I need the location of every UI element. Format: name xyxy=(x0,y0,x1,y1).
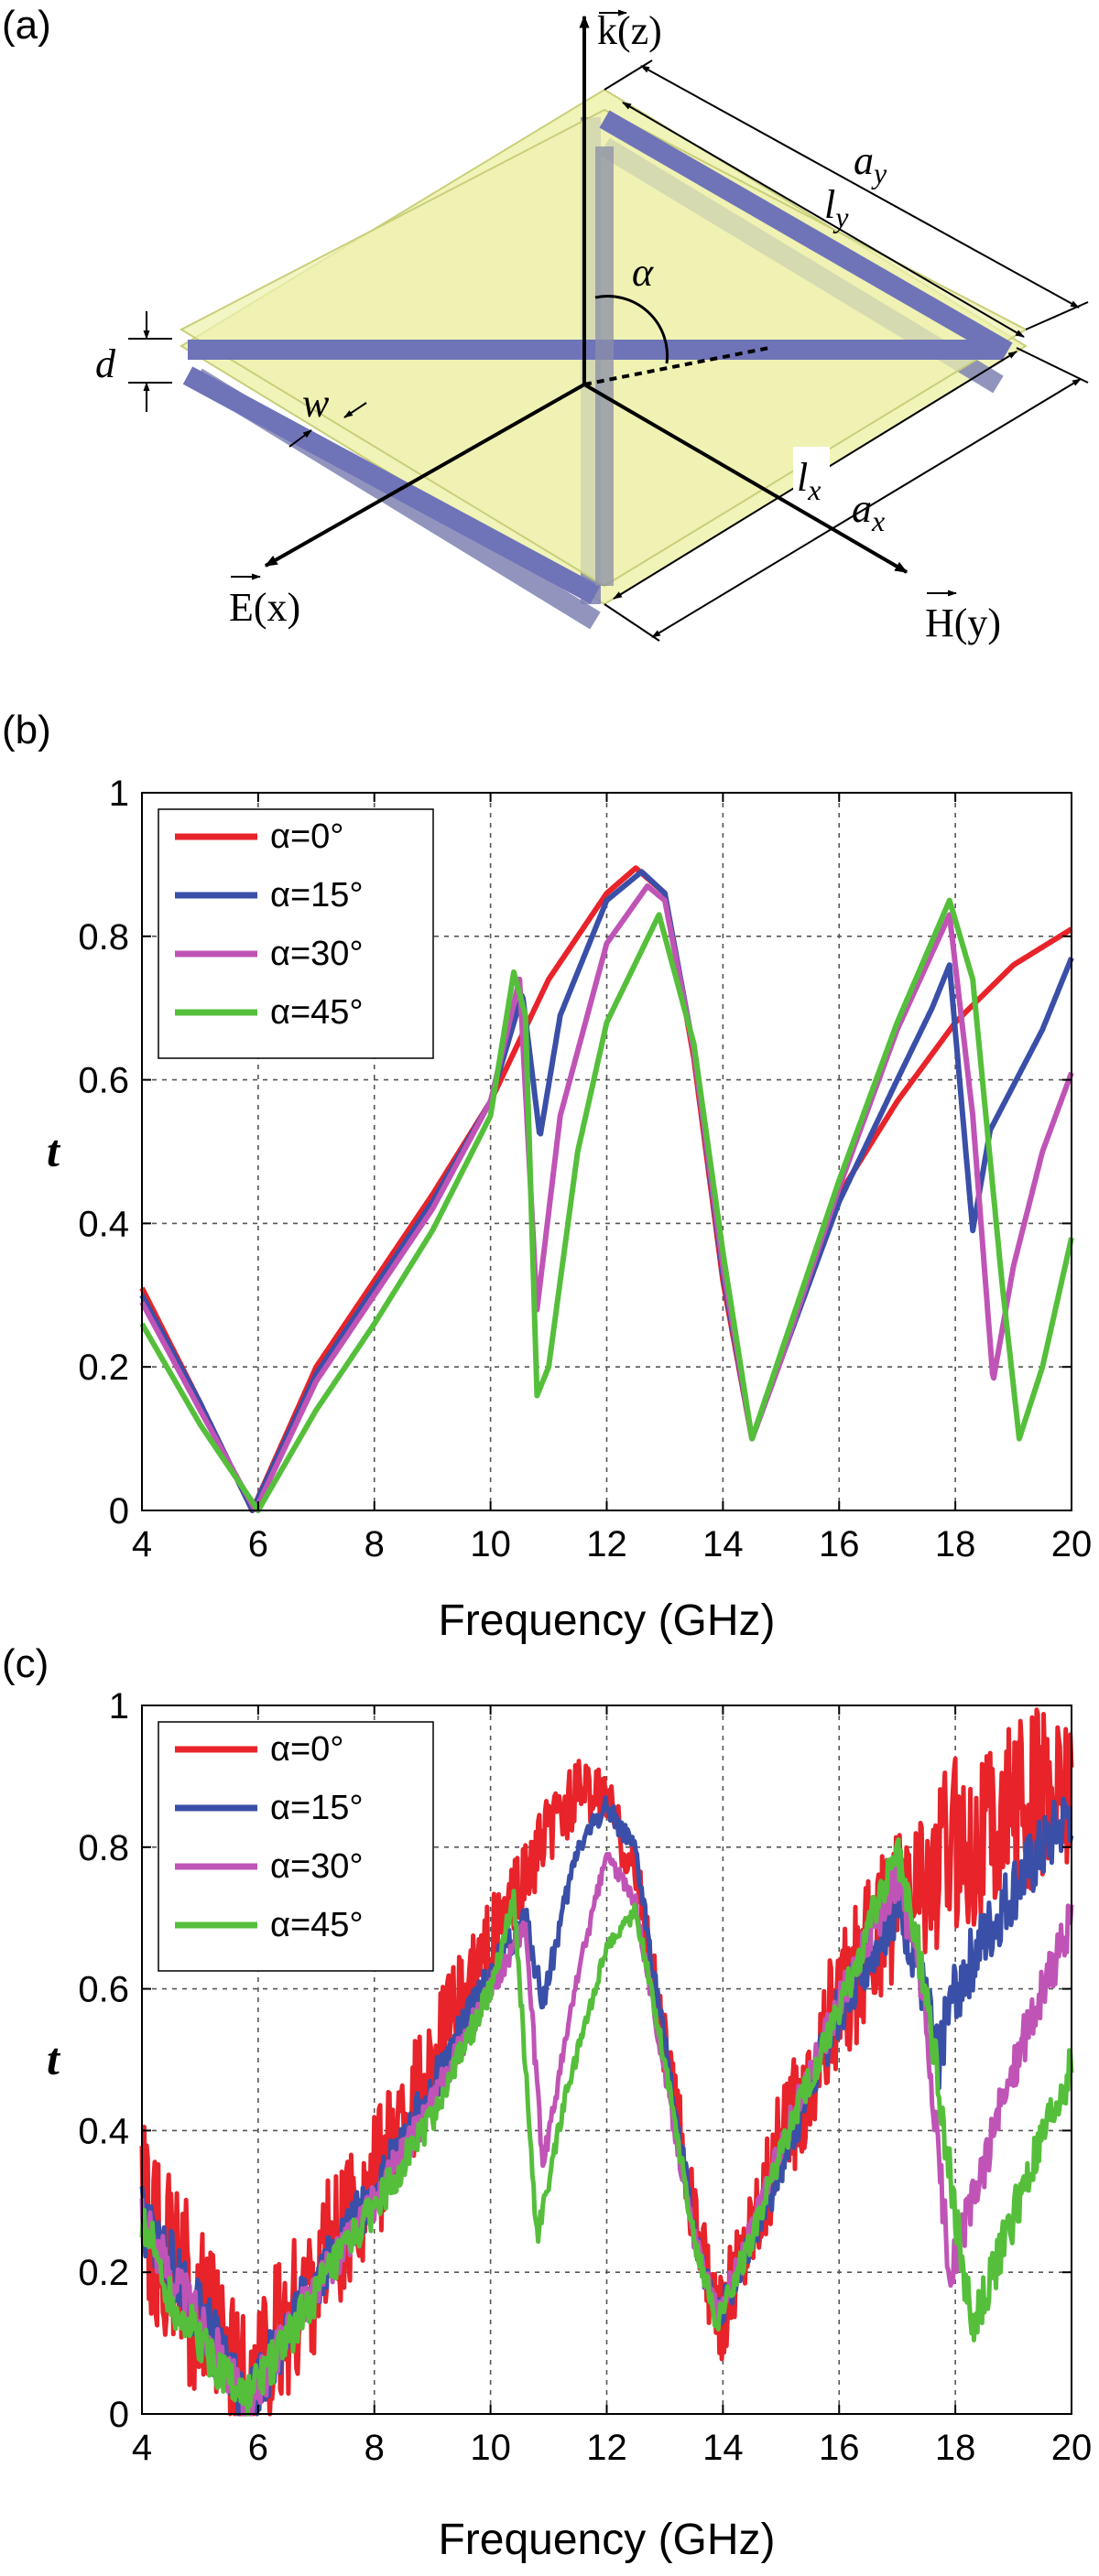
ly-dimension xyxy=(622,102,1025,338)
panel-b-label: (b) xyxy=(2,708,51,752)
legend-entry: α=15° xyxy=(270,876,364,915)
x-tick-label: 16 xyxy=(819,1524,860,1564)
panel-c-label: (c) xyxy=(2,1641,49,1686)
legend-entry: α=30° xyxy=(270,1847,364,1886)
legend-entry: α=15° xyxy=(270,1789,364,1827)
legend-entry: α=30° xyxy=(270,935,364,973)
k-label: k(z) xyxy=(597,8,662,53)
legend-entry: α=45° xyxy=(270,1906,364,1944)
y-tick-label: 0.2 xyxy=(78,1348,129,1388)
d-label: d xyxy=(95,341,116,386)
series-line-0 xyxy=(139,1707,1074,2417)
x-tick-label: 20 xyxy=(1051,1524,1093,1564)
y-tick-label: 0.8 xyxy=(78,1828,129,1868)
x-tick-label: 18 xyxy=(935,2428,976,2468)
y-tick-label: 0.4 xyxy=(78,1204,129,1244)
x-tick-label: 12 xyxy=(586,2428,627,2468)
panel-c-legend: α=0° α=15° α=30° α=45° xyxy=(158,1721,434,1972)
top-wire-ax xyxy=(182,366,601,604)
svg-text:E(x): E(x) xyxy=(229,585,300,630)
legend-entry: α=45° xyxy=(270,993,364,1032)
ax-label: ax xyxy=(852,486,885,537)
y-tick-label: 0.2 xyxy=(78,2253,129,2293)
panel-c-x-axis-title: Frequency (GHz) xyxy=(438,2516,775,2564)
x-tick-label: 10 xyxy=(470,1524,511,1564)
legend-entry: α=0° xyxy=(270,1730,344,1769)
y-tick-label: 1 xyxy=(109,774,129,814)
panel-b-chart: (b) 4 6 8 10 12 14 16 18 20 0 0.2 0.4 0.6 0.8 1 Freque… xyxy=(2,708,1092,1645)
e-axis xyxy=(264,383,585,568)
x-tick-label: 8 xyxy=(365,2428,385,2468)
x-tick-label: 18 xyxy=(935,1524,976,1564)
panel-b-y-axis-title: t xyxy=(47,1125,61,1176)
x-tick-label: 6 xyxy=(248,2428,268,2468)
y-tick-label: 1 xyxy=(109,1686,129,1726)
panel-a-diagram: (a) k(z) E(x) H(y) α xyxy=(2,3,1089,645)
y-tick-label: 0.6 xyxy=(78,1970,129,2010)
panel-b-x-axis-title: Frequency (GHz) xyxy=(438,1596,775,1645)
legend-box xyxy=(158,1721,434,1972)
alpha-label: α xyxy=(632,250,654,295)
x-tick-label: 4 xyxy=(132,2428,152,2468)
y-tick-label: 0.4 xyxy=(78,2111,129,2151)
h-label: H(y) xyxy=(925,590,1001,645)
y-tick-label: 0.8 xyxy=(78,917,129,958)
x-tick-label: 16 xyxy=(819,2428,860,2468)
x-tick-label: 10 xyxy=(470,2428,511,2468)
w-label: w xyxy=(302,381,330,426)
legend-box xyxy=(158,808,434,1059)
panel-c-chart: (c) 4 6 8 10 12 14 16 18 20 0 0.2 0.4 0.6 0.8 1 Freque… xyxy=(2,1641,1092,2564)
x-tick-label: 8 xyxy=(365,1524,385,1564)
y-tick-label: 0 xyxy=(109,2395,129,2435)
panel-b-ticks: 4 6 8 10 12 14 16 18 20 0 0.2 0.4 0.6 0.8 1 xyxy=(78,774,1092,1564)
x-tick-label: 4 xyxy=(132,1524,152,1564)
ay-label: ay xyxy=(854,138,887,189)
series-line-1 xyxy=(139,869,1074,1513)
y-tick-label: 0.6 xyxy=(78,1061,129,1101)
series-line-3 xyxy=(139,1837,1074,2417)
series-line-2 xyxy=(139,882,1074,1512)
panel-c-y-axis-title: t xyxy=(47,2033,61,2084)
panel-a-label: (a) xyxy=(2,3,51,48)
y-tick-label: 0 xyxy=(109,1491,129,1532)
series-line-3 xyxy=(139,897,1074,1513)
panel-b-legend: α=0° α=15° α=30° α=45° xyxy=(158,808,434,1059)
panel-c-plot-area xyxy=(139,1707,1074,2417)
panel-c-ticks: 4 6 8 10 12 14 16 18 20 0 0.2 0.4 0.6 0.8 1 xyxy=(78,1686,1092,2468)
x-tick-label: 6 xyxy=(248,1524,268,1564)
x-tick-label: 20 xyxy=(1051,2428,1093,2468)
panel-b-plot-area xyxy=(139,865,1074,1513)
x-tick-label: 12 xyxy=(586,1524,627,1564)
legend-entry: α=0° xyxy=(270,817,344,856)
x-tick-label: 14 xyxy=(702,2428,744,2468)
ly-label: ly xyxy=(824,182,849,233)
x-tick-label: 14 xyxy=(702,1524,744,1564)
e-label: E(x) xyxy=(229,573,300,630)
svg-text:H(y): H(y) xyxy=(925,601,1001,645)
lx-label: lx xyxy=(797,455,821,506)
svg-text:k(z): k(z) xyxy=(597,8,662,53)
